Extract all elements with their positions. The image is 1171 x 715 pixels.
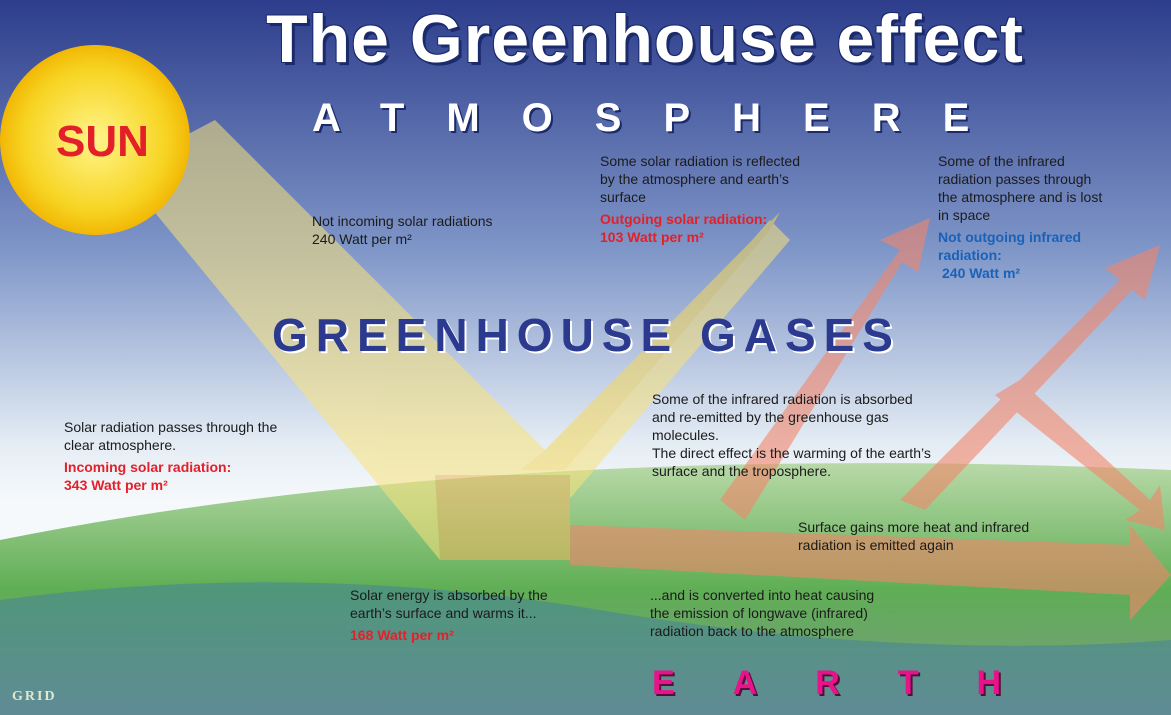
note-label: Incoming solar radiation: (64, 458, 284, 476)
note-value: 103 Watt per m² (600, 228, 810, 246)
note-text: Some of the infrared radiation passes th… (938, 152, 1108, 224)
note-value: 240 Watt m² (938, 264, 1108, 282)
note: Not incoming solar radiations 240 Watt p… (312, 212, 552, 248)
note-text: ...and is converted into heat causing th… (650, 586, 890, 640)
note-value: 240 Watt per m² (312, 230, 552, 248)
earth-label: EARTH (652, 664, 1059, 703)
note-text: Not incoming solar radiations (312, 212, 552, 230)
note-text: Some of the infrared radiation is absorb… (652, 390, 932, 444)
note-value: 168 Watt per m² (350, 626, 560, 644)
note: Some of the infrared radiation is absorb… (652, 390, 932, 480)
note-value: 343 Watt per m² (64, 476, 284, 494)
note-text: Surface gains more heat and infrared rad… (798, 518, 1048, 554)
note-label: Not outgoing infrared radiation: (938, 228, 1108, 264)
note: Solar energy is absorbed by the earth’s … (350, 586, 560, 644)
note-text: Solar radiation passes through the clear… (64, 418, 284, 454)
note: ...and is converted into heat causing th… (650, 586, 890, 640)
note-label: Outgoing solar radiation: (600, 210, 810, 228)
title: The Greenhouse effect (200, 0, 1090, 78)
atmosphere-label: ATMOSPHERE (312, 96, 1011, 141)
note: Some solar radiation is reflected by the… (600, 152, 810, 246)
note-text: Solar energy is absorbed by the earth’s … (350, 586, 560, 622)
note: Solar radiation passes through the clear… (64, 418, 284, 494)
note-text: The direct effect is the warming of the … (652, 444, 932, 480)
note: Some of the infrared radiation passes th… (938, 152, 1108, 282)
infographic: The Greenhouse effect ATMOSPHERE SUN GRE… (0, 0, 1171, 715)
note: Surface gains more heat and infrared rad… (798, 518, 1048, 554)
sun-label: SUN (56, 117, 149, 167)
note-text: Some solar radiation is reflected by the… (600, 152, 810, 206)
logo: GRID (12, 689, 57, 705)
greenhouse-gases-label: GREENHOUSE GASES (272, 308, 901, 362)
